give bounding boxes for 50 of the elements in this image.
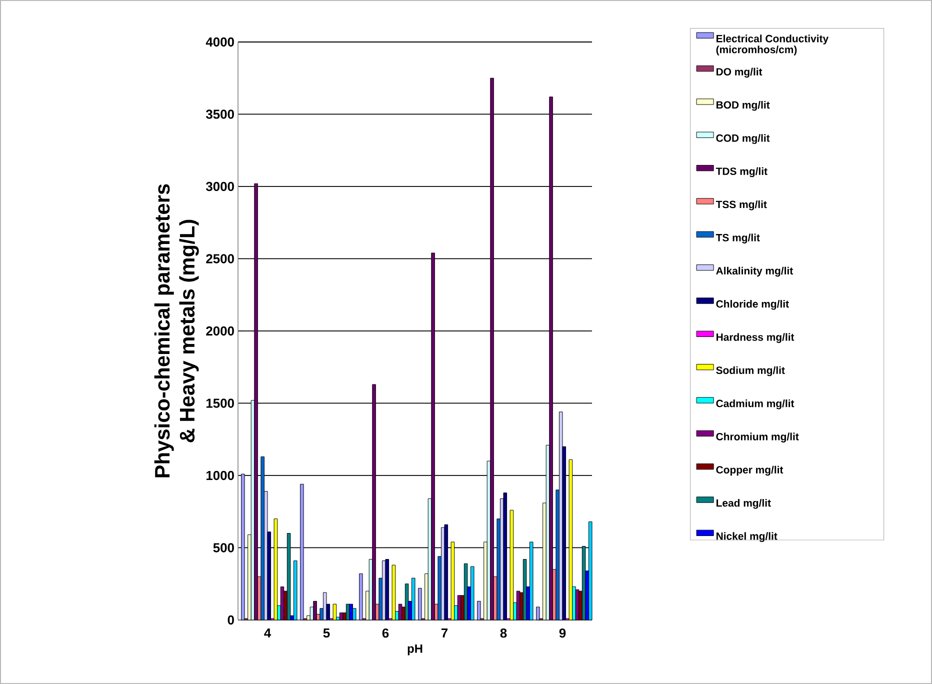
bar	[392, 564, 396, 620]
y-tick-label: 2500	[206, 254, 234, 264]
x-tick-label: 4	[264, 628, 272, 638]
legend-label: Lead mg/lit	[716, 499, 771, 509]
bar	[293, 560, 298, 620]
y-tick-label: 0	[228, 615, 234, 625]
y-tick-label: 1000	[206, 470, 234, 480]
y-tick-label: 2000	[206, 326, 234, 336]
legend-label: Copper mg/lit	[716, 466, 784, 476]
y-tick-label: 3000	[206, 182, 234, 192]
bar	[352, 608, 356, 620]
legend-label: BOD mg/lit	[716, 100, 770, 111]
x-tick-label: 5	[323, 628, 330, 638]
legend-label: Sodium mg/lit	[716, 366, 785, 376]
x-tick-label: 6	[382, 628, 389, 638]
legend-label: Nickel mg/lit	[716, 532, 778, 542]
y-tick-label: 500	[213, 543, 234, 552]
legend-label: Electrical Conductivity (micromhos/cm)	[716, 34, 829, 56]
y-tick-label: 4000	[206, 37, 234, 47]
bar	[385, 559, 390, 620]
bar	[322, 592, 327, 620]
bar	[418, 588, 422, 620]
bar	[522, 559, 527, 620]
legend-label: COD mg/lit	[716, 134, 770, 144]
x-tick-label: 9	[559, 628, 566, 638]
legend-label: TS mg/lit	[716, 234, 760, 244]
bar	[359, 573, 363, 620]
bar	[477, 600, 481, 620]
legend-label: Alkalinity mg/lit	[716, 266, 793, 277]
x-axis-title: pH	[408, 644, 422, 656]
x-tick-label: 8	[500, 628, 507, 638]
x-tick-label: 7	[441, 628, 448, 638]
legend-label: TSS mg/lit	[716, 200, 767, 210]
bar	[536, 606, 540, 620]
legend-label: TDS mg/lit	[716, 167, 768, 178]
y-tick-label: 3500	[206, 110, 234, 119]
bar	[332, 604, 337, 620]
bar	[349, 604, 353, 620]
bar	[411, 578, 416, 620]
legend-label: Chromium mg/lit	[716, 432, 799, 442]
bar	[470, 566, 474, 620]
bar	[313, 600, 317, 620]
y-tick-label: 1500	[206, 398, 234, 408]
legend-label: Cadmium mg/lit	[716, 399, 794, 410]
bar	[464, 563, 468, 620]
bar	[404, 584, 409, 620]
legend-label: Chloride mg/lit	[716, 300, 789, 310]
legend-label: DO mg/lit	[716, 68, 762, 78]
legend-label: Hardness mg/lit	[716, 333, 794, 343]
y-axis-title: Physico-chemical parameters & Heavy metals (mg/L)	[154, 184, 199, 478]
